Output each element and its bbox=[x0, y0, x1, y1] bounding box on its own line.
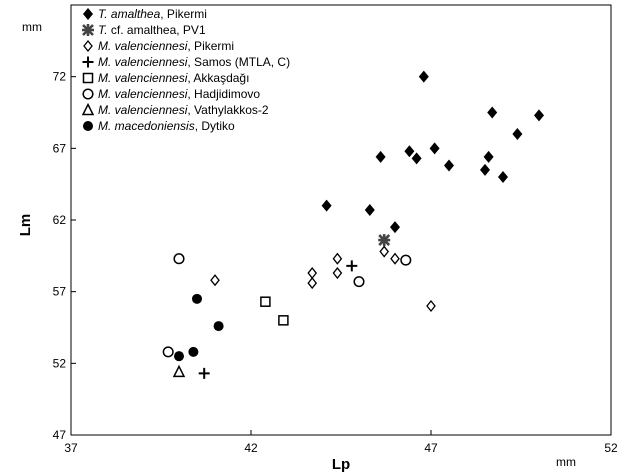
data-point bbox=[332, 252, 343, 265]
data-point bbox=[278, 315, 289, 326]
y-tick-label: 72 bbox=[53, 70, 67, 84]
data-point bbox=[512, 128, 523, 140]
data-point bbox=[404, 145, 415, 158]
legend-label-taxon: M. valenciennesi bbox=[98, 87, 188, 101]
legend-label-taxon: M. valenciennesi bbox=[98, 55, 188, 69]
x-tick-label: 47 bbox=[424, 441, 438, 455]
legend-label: M. valenciennesi, Akkaşdağı bbox=[98, 71, 249, 85]
data-point bbox=[173, 253, 185, 265]
legend-label-locality: , Pikermi bbox=[187, 39, 234, 53]
data-point bbox=[375, 150, 386, 163]
data-points bbox=[162, 70, 544, 379]
data-point bbox=[192, 293, 202, 304]
data-point bbox=[172, 364, 186, 378]
data-point bbox=[429, 142, 440, 155]
axis-ticks: 37 42 47 52 47 52 57 62 67 72 bbox=[53, 70, 618, 455]
data-point bbox=[426, 299, 436, 313]
legend-label-taxon: M. valenciennesi bbox=[98, 71, 188, 85]
data-point bbox=[321, 199, 332, 212]
y-tick-label: 57 bbox=[53, 285, 67, 299]
data-point bbox=[307, 277, 318, 290]
data-point bbox=[418, 70, 429, 83]
legend-label-taxon: M. valenciennesi bbox=[98, 103, 188, 117]
data-point bbox=[188, 346, 199, 357]
y-axis-unit: mm bbox=[22, 20, 42, 34]
data-point bbox=[400, 254, 412, 266]
legend-marker bbox=[83, 121, 93, 131]
legend-label: M. valenciennesi, Hadjidimovo bbox=[98, 87, 260, 101]
data-point bbox=[411, 152, 422, 165]
legend-marker bbox=[82, 56, 94, 68]
legend-marker bbox=[82, 24, 94, 36]
legend-label: T. amalthea, Pikermi bbox=[98, 7, 207, 21]
data-point bbox=[390, 252, 400, 265]
legend-label-taxon: T. amalthea bbox=[98, 7, 161, 21]
data-point bbox=[364, 203, 375, 216]
data-point bbox=[162, 346, 174, 358]
x-axis-label: Lp bbox=[332, 456, 350, 473]
y-tick-label: 47 bbox=[53, 428, 67, 442]
legend-label-locality: , Dytiko bbox=[195, 119, 235, 133]
data-point bbox=[534, 109, 544, 122]
legend-label-locality: , Akkaşdağı bbox=[187, 71, 249, 85]
data-point bbox=[353, 276, 365, 288]
x-tick-label: 52 bbox=[604, 441, 618, 455]
data-point bbox=[390, 221, 400, 234]
data-point bbox=[346, 260, 358, 272]
y-tick-label: 52 bbox=[53, 356, 67, 370]
data-point bbox=[480, 163, 490, 176]
data-point bbox=[444, 159, 454, 172]
legend-label-locality: , Hadjidimovo bbox=[187, 87, 260, 101]
legend-label: M. valenciennesi, Pikermi bbox=[98, 39, 234, 53]
x-tick-label: 37 bbox=[64, 441, 78, 455]
legend-label: M. macedoniensis, Dytiko bbox=[98, 119, 235, 133]
data-point bbox=[260, 296, 271, 307]
data-point bbox=[379, 245, 390, 258]
legend-label: M. valenciennesi, Vathylakkos-2 bbox=[98, 103, 269, 117]
y-axis-label: Lm bbox=[17, 214, 34, 237]
data-point bbox=[487, 106, 498, 119]
legend-marker bbox=[83, 39, 93, 53]
data-point bbox=[210, 274, 220, 287]
legend-label-taxon: M. macedoniensis bbox=[98, 119, 195, 133]
legend-label-taxon: T. bbox=[98, 23, 108, 37]
legend-label-taxon: M. valenciennesi bbox=[98, 39, 188, 53]
legend-label-locality: , Vathylakkos-2 bbox=[187, 103, 268, 117]
data-point bbox=[213, 321, 224, 332]
data-point bbox=[174, 351, 184, 362]
data-point bbox=[483, 150, 494, 163]
data-point bbox=[332, 266, 343, 280]
plot-frame bbox=[70, 4, 612, 436]
y-tick-label: 62 bbox=[53, 213, 67, 227]
y-tick-label: 67 bbox=[53, 141, 67, 155]
data-point bbox=[498, 171, 508, 183]
data-point bbox=[198, 367, 210, 379]
data-point bbox=[307, 266, 318, 280]
legend-label-locality: , Pikermi bbox=[160, 7, 207, 21]
legend-label-locality: cf. amalthea, PV1 bbox=[108, 23, 206, 37]
legend-label-locality: , Samos (MTLA, C) bbox=[187, 55, 290, 69]
legend-marker bbox=[83, 8, 93, 20]
legend-marker bbox=[82, 88, 94, 100]
x-tick-label: 42 bbox=[244, 441, 258, 455]
legend-label: T. cf. amalthea, PV1 bbox=[98, 23, 206, 37]
legend-marker bbox=[81, 102, 95, 116]
legend-label: M. valenciennesi, Samos (MTLA, C) bbox=[98, 55, 290, 69]
data-point bbox=[378, 234, 391, 247]
legend-marker bbox=[82, 72, 94, 84]
x-axis-unit: mm bbox=[556, 455, 576, 469]
